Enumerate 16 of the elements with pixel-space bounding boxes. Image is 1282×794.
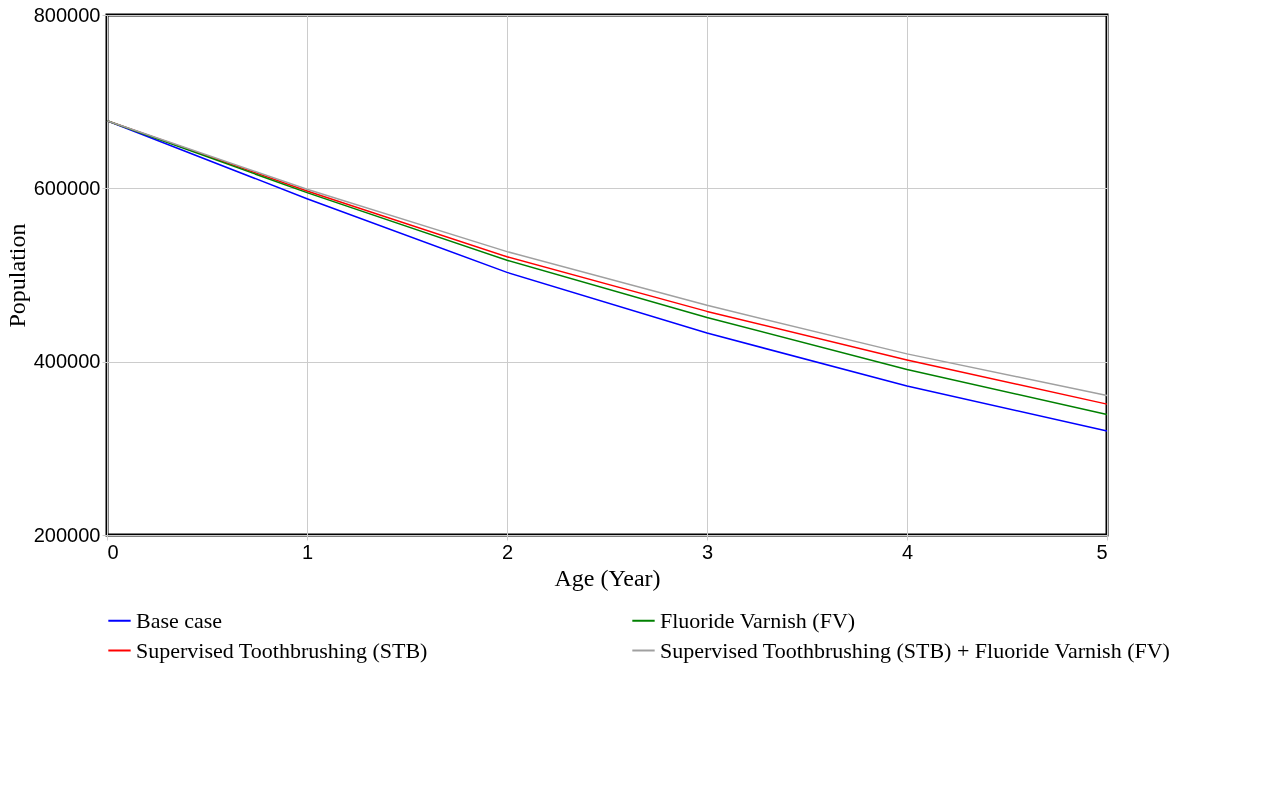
- x-tick-label: 4: [901, 540, 914, 563]
- x-axis-title: Age (Year): [554, 564, 661, 591]
- x-tick-label: 3: [701, 540, 714, 563]
- legend-label: Supervised Toothbrushing (STB) + Fluoride Varnish (FV): [660, 637, 1170, 663]
- y-tick-label: 400000: [33, 350, 101, 373]
- legend-label: Fluoride Varnish (FV): [660, 607, 856, 633]
- y-tick-label: 800000: [33, 3, 101, 26]
- x-tick-label: 0: [107, 540, 119, 563]
- x-tick-label: 2: [501, 540, 514, 563]
- legend-label: Supervised Toothbrushing (STB): [136, 637, 428, 663]
- x-tick-label: 5: [1096, 540, 1108, 563]
- x-tick-label: 1: [301, 540, 314, 563]
- legend-label: Base case: [136, 607, 223, 633]
- y-axis-title: Population: [3, 223, 30, 328]
- y-tick-label: 200000: [33, 523, 101, 546]
- y-tick-label: 600000: [33, 176, 101, 199]
